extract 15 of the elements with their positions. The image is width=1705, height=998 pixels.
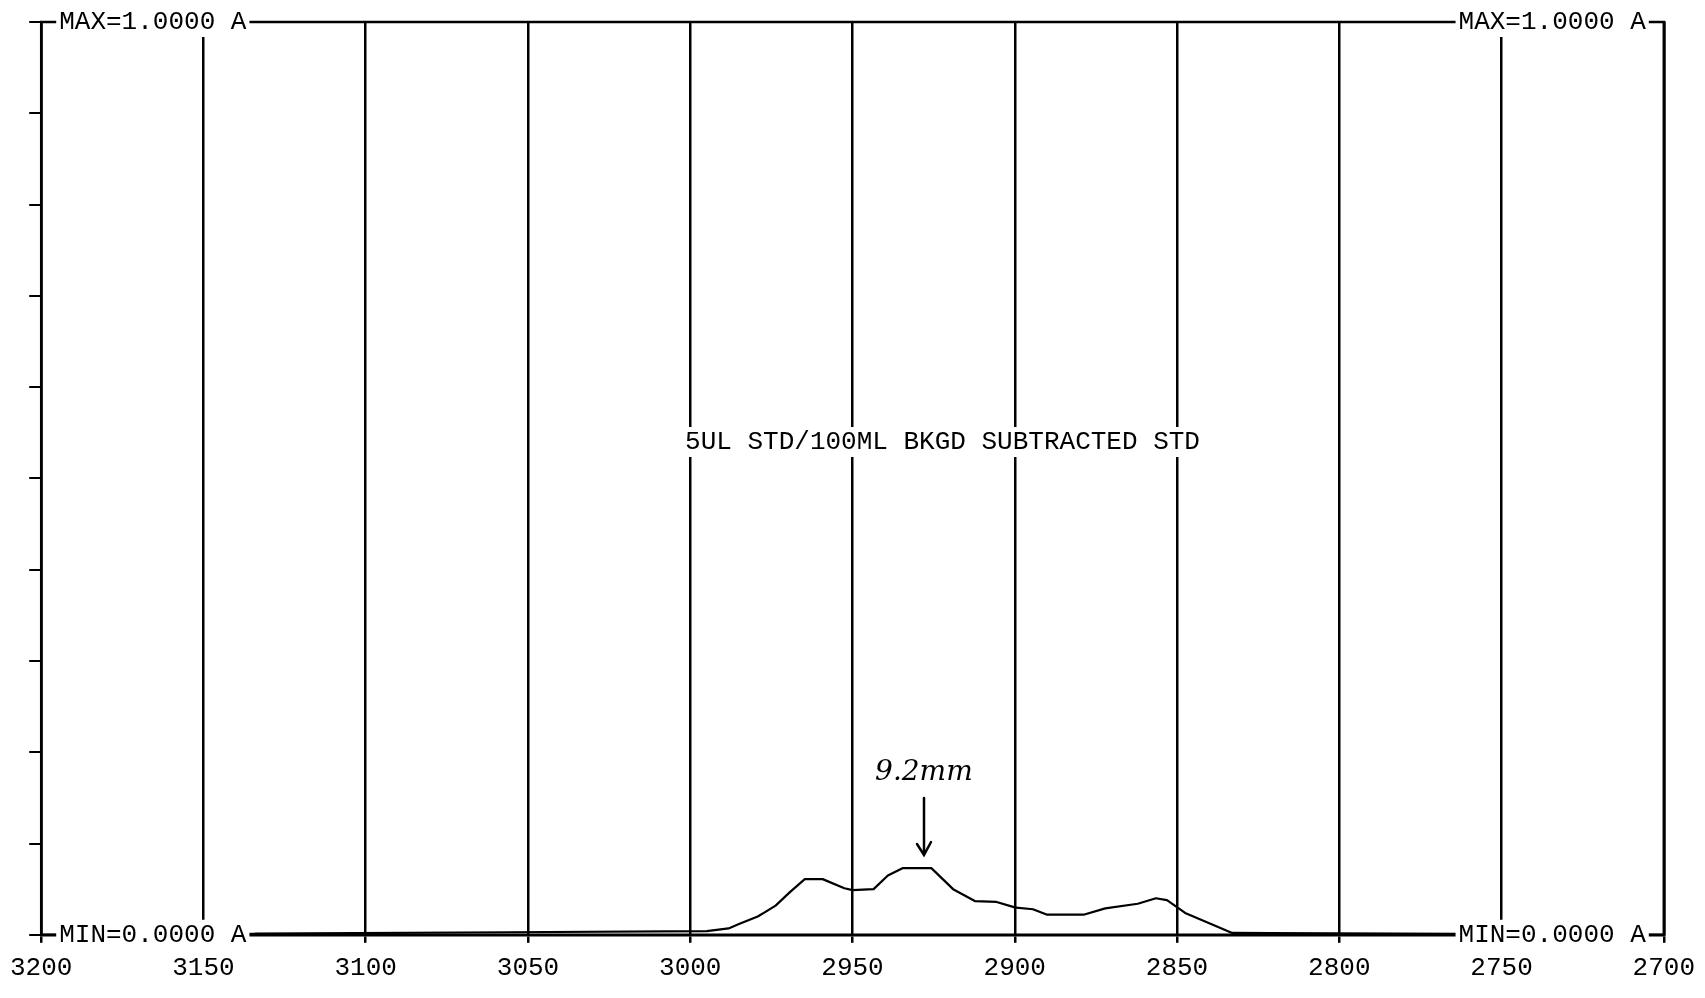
x-tick-label: 3000 — [659, 953, 722, 984]
x-tick-label: 3050 — [496, 953, 560, 984]
x-tick-label: 2950 — [821, 953, 884, 984]
y2-tick-label: MAX=1.0000 A — [59, 6, 247, 37]
x-tick-label: 3150 — [172, 953, 235, 984]
x-tick-label: 3100 — [334, 953, 397, 984]
x-tick-label: 2900 — [983, 953, 1046, 984]
x-tick-label: 2700 — [1632, 953, 1696, 984]
x-tick-label: 2850 — [1145, 953, 1209, 984]
annotation: 9.2mm — [875, 754, 973, 788]
x-tick-label: 2800 — [1308, 953, 1371, 984]
y2-tick-label: MIN=0.0000 A — [59, 919, 247, 950]
annotation: 5UL STD/100ML BKGD SUBTRACTED STD — [685, 426, 1200, 457]
x-tick-label: 2750 — [1470, 953, 1533, 984]
x-tick-label: 3200 — [9, 953, 73, 984]
